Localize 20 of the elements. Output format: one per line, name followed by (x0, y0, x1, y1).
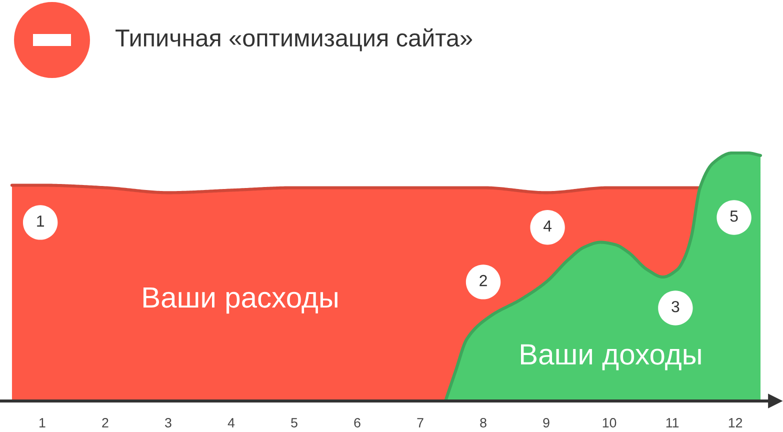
annotation: 1 (37, 216, 44, 227)
x-tick-label: 6 (354, 418, 360, 428)
series-label: Ваши доходы (521, 344, 701, 370)
annotation: 3 (672, 300, 680, 312)
chart-title: Типичная «оптимизация сайта» (116, 28, 472, 52)
annotation: 4 (543, 220, 552, 232)
x-tick-label: 11 (666, 418, 679, 428)
x-tick-label: 4 (228, 418, 235, 428)
x-tick-label: 1 (40, 418, 46, 428)
annotation: 2 (480, 274, 487, 286)
annotation: 5 (730, 210, 738, 222)
x-tick-label: 12 (728, 418, 742, 428)
x-tick-label: 8 (480, 418, 486, 428)
x-tick-label: 3 (165, 418, 172, 428)
x-tick-label: 7 (417, 418, 424, 428)
x-tick-label: 9 (543, 418, 550, 428)
x-tick-label: 2 (102, 418, 108, 428)
x-tick-label: 5 (291, 418, 298, 428)
x-tick-label: 10 (602, 418, 616, 428)
series-label: Ваши расходы (144, 287, 338, 314)
